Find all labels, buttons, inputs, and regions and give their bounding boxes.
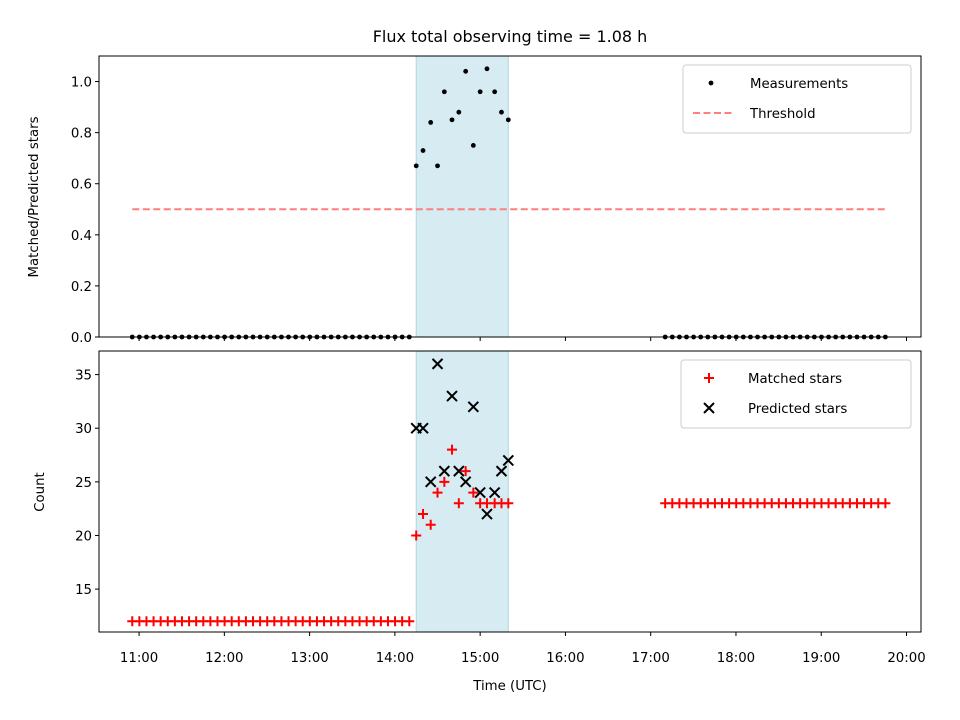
legend-marker	[708, 80, 714, 86]
x-tick-label: 16:00	[546, 651, 584, 666]
x-tick-label: 19:00	[802, 651, 840, 666]
y-tick-label: 15	[75, 583, 92, 598]
data-point	[484, 66, 490, 72]
legend: Measurements Threshold	[682, 64, 912, 134]
data-point	[447, 444, 458, 455]
x-tick-label: 18:00	[717, 651, 755, 666]
data-point	[446, 390, 458, 402]
x-tick-label: 20:00	[887, 651, 925, 666]
data-point	[435, 163, 440, 169]
x-tick-label: 17:00	[632, 651, 670, 666]
y-tick-label: 35	[75, 369, 92, 384]
top-y-axis-label: Matched/Predicted stars	[27, 116, 42, 277]
legend-label: Matched stars	[748, 372, 842, 387]
x-tick-label: 11:00	[120, 651, 158, 666]
legend: Matched stars Predicted stars	[680, 359, 912, 429]
data-point	[428, 120, 434, 125]
data-point	[474, 486, 486, 499]
data-point	[481, 508, 493, 520]
data-point	[495, 465, 508, 477]
data-point	[488, 486, 501, 499]
observing-span	[415, 55, 509, 338]
data-point	[459, 476, 472, 488]
legend-label: Predicted stars	[748, 402, 847, 417]
y-tick-label: 0.4	[71, 229, 92, 244]
legend-label: Threshold	[749, 107, 816, 122]
legend-label: Measurements	[750, 77, 848, 92]
y-tick-label: 25	[75, 476, 92, 491]
data-point	[439, 476, 450, 487]
x-tick-label: 12:00	[205, 651, 243, 666]
data-point	[502, 454, 515, 467]
panel-count: 15 20 25 30 35 11:00 12:00 13:00 14:00 15:00 16:00…	[75, 350, 926, 666]
x-tick-label: 15:00	[461, 651, 499, 666]
y-tick-label: 0.2	[71, 280, 92, 295]
data-point	[431, 358, 444, 370]
x-tick-label: 13:00	[290, 651, 328, 666]
data-point	[463, 68, 469, 74]
y-tick-label: 0.0	[71, 331, 92, 346]
data-point	[404, 616, 415, 627]
data-point	[418, 509, 429, 520]
y-tick-label: 0.8	[71, 127, 92, 142]
data-point	[468, 487, 479, 498]
plot-frame	[98, 350, 922, 633]
data-point	[492, 89, 498, 95]
data-point	[505, 117, 511, 123]
data-point	[411, 530, 422, 541]
x-axis-label: Time (UTC)	[472, 679, 547, 694]
legend-marker	[704, 373, 714, 383]
legend-marker	[703, 402, 715, 414]
data-point	[499, 109, 504, 115]
data-point	[467, 401, 480, 413]
y-tick-label: 30	[75, 422, 92, 437]
data-point	[417, 422, 429, 434]
series-predicted-stars	[410, 358, 515, 520]
data-point	[424, 476, 437, 488]
data-point	[477, 89, 483, 95]
data-point	[438, 465, 451, 477]
x-tick-label: 14:00	[376, 651, 414, 666]
legend-box	[682, 64, 912, 134]
data-point	[449, 117, 455, 123]
data-point	[453, 465, 465, 477]
panel-ratio: 0.0 0.2 0.4 0.6 0.8 1.0 Measurements Threshold	[71, 55, 922, 346]
y-tick-label: 20	[75, 529, 92, 544]
data-point	[503, 498, 514, 509]
bottom-y-axis-label: Count	[33, 472, 48, 512]
data-point	[425, 519, 436, 530]
data-point	[413, 163, 419, 169]
data-point	[441, 89, 447, 95]
data-point	[470, 143, 476, 148]
plot-frame	[98, 55, 922, 338]
data-point	[456, 109, 462, 115]
legend-box	[680, 359, 912, 429]
y-tick-label: 1.0	[71, 76, 92, 91]
series-matched-stars	[127, 444, 891, 627]
data-point	[432, 487, 443, 498]
chart-title: Flux total observing time = 1.08 h	[373, 27, 648, 46]
data-point	[453, 498, 464, 509]
data-point	[880, 498, 891, 509]
data-point	[420, 148, 426, 153]
y-tick-label: 0.6	[71, 178, 92, 193]
data-point	[460, 466, 471, 477]
